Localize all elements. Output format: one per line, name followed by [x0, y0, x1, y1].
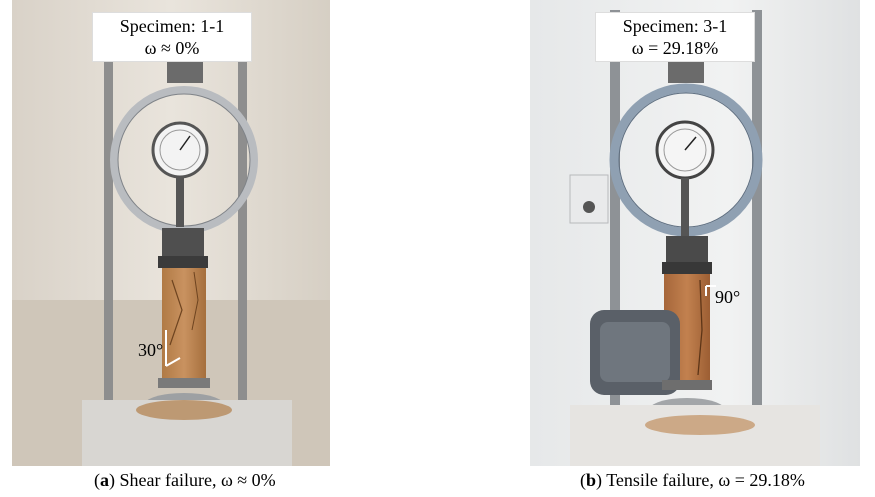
- specimen-label-a: Specimen: 1-1 ω ≈ 0%: [92, 12, 252, 62]
- caption-b: (b) Tensile failure, ω = 29.18%: [580, 470, 805, 490]
- caption-text: Tensile failure, ω = 29.18%: [606, 470, 805, 490]
- specimen-label-b: Specimen: 3-1 ω = 29.18%: [595, 12, 755, 62]
- specimen-id: Specimen: 3-1: [622, 16, 728, 36]
- moisture-content: ω = 29.18%: [631, 38, 719, 58]
- tensile-test-photo: [530, 0, 860, 466]
- photo-panel-a: Specimen: 1-1 ω ≈ 0% 30°: [12, 0, 330, 466]
- moisture-content: ω ≈ 0%: [144, 38, 200, 58]
- failure-angle-label: 90°: [715, 287, 741, 307]
- photo-panel-b: Specimen: 3-1 ω = 29.18% 90°: [530, 0, 860, 466]
- specimen-id: Specimen: 1-1: [119, 16, 225, 36]
- caption-letter: a: [100, 470, 109, 490]
- caption-letter: b: [586, 470, 597, 490]
- caption-a: (a) Shear failure, ω ≈ 0%: [94, 470, 276, 490]
- caption-text: Shear failure, ω ≈ 0%: [119, 470, 276, 490]
- shear-test-photo: [12, 0, 330, 466]
- failure-angle-label: 30°: [138, 340, 164, 360]
